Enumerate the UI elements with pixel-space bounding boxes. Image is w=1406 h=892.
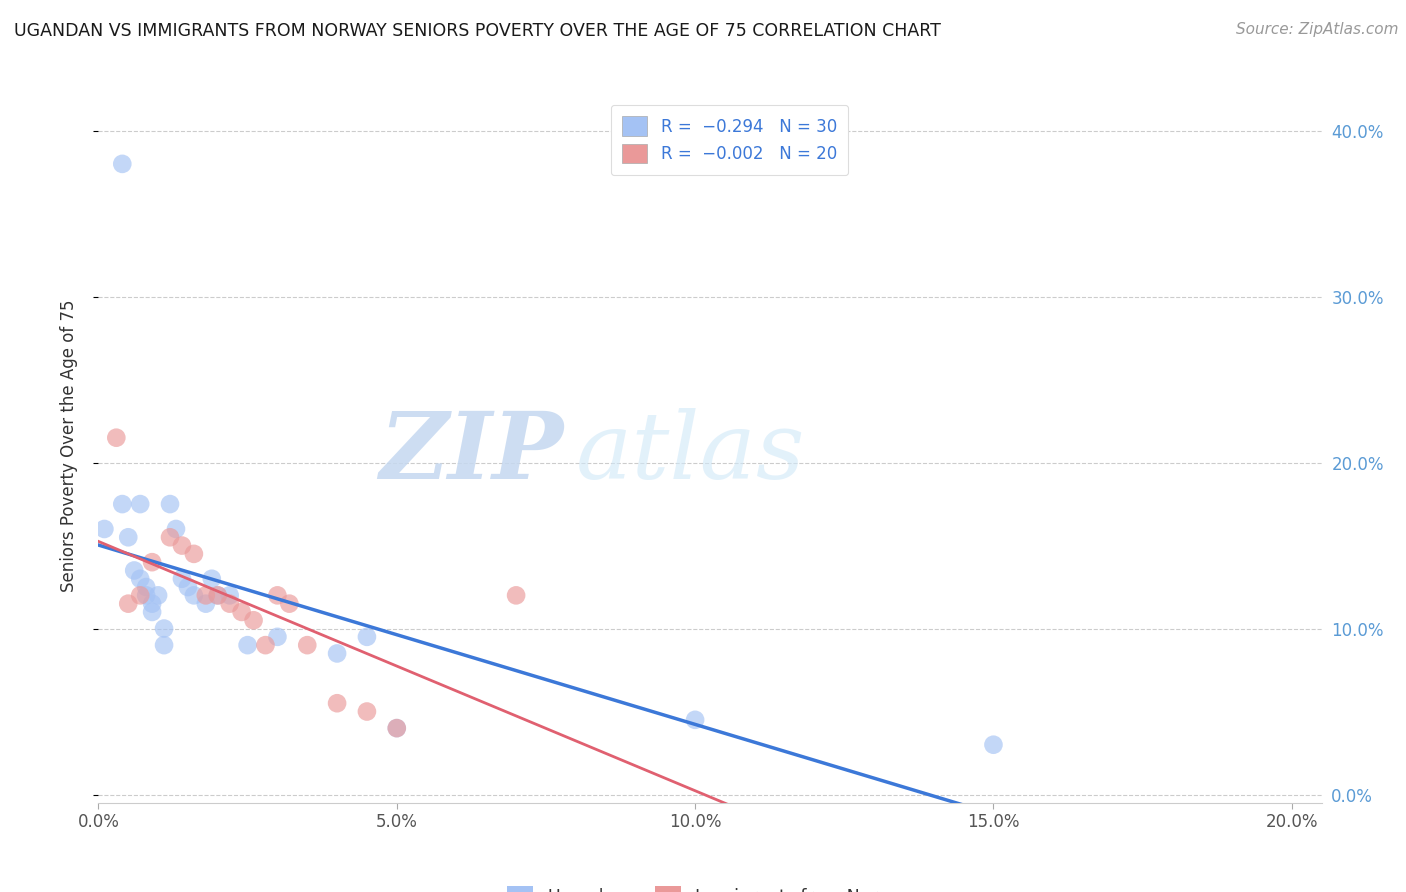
Text: ZIP: ZIP	[380, 409, 564, 498]
Text: atlas: atlas	[575, 409, 806, 498]
Point	[129, 588, 152, 602]
Point	[254, 638, 277, 652]
Point	[207, 588, 229, 602]
Point	[385, 721, 408, 735]
Point	[983, 738, 1005, 752]
Point	[111, 497, 134, 511]
Text: UGANDAN VS IMMIGRANTS FROM NORWAY SENIORS POVERTY OVER THE AGE OF 75 CORRELATION: UGANDAN VS IMMIGRANTS FROM NORWAY SENIOR…	[14, 22, 941, 40]
Point	[356, 630, 378, 644]
Point	[105, 431, 128, 445]
Point	[129, 572, 152, 586]
Point	[141, 555, 163, 569]
Point	[297, 638, 319, 652]
Point	[385, 721, 408, 735]
Point	[159, 497, 181, 511]
Point	[201, 572, 224, 586]
Point	[141, 605, 163, 619]
Point	[194, 588, 217, 602]
Point	[242, 613, 264, 627]
Point	[194, 597, 217, 611]
Point	[326, 647, 349, 661]
Y-axis label: Seniors Poverty Over the Age of 75: Seniors Poverty Over the Age of 75	[59, 300, 77, 592]
Point	[356, 705, 378, 719]
Point	[183, 588, 205, 602]
Point	[266, 630, 288, 644]
Point	[117, 597, 139, 611]
Point	[266, 588, 288, 602]
Point	[153, 638, 176, 652]
Point	[683, 713, 706, 727]
Point	[122, 564, 145, 578]
Point	[129, 497, 152, 511]
Point	[505, 588, 527, 602]
Point	[231, 605, 253, 619]
Text: Source: ZipAtlas.com: Source: ZipAtlas.com	[1236, 22, 1399, 37]
Point	[170, 572, 193, 586]
Point	[218, 588, 240, 602]
Point	[165, 522, 187, 536]
Point	[207, 588, 229, 602]
Point	[117, 530, 139, 544]
Point	[170, 539, 193, 553]
Point	[278, 597, 301, 611]
Point	[135, 588, 157, 602]
Point	[153, 622, 176, 636]
Point	[159, 530, 181, 544]
Point	[326, 696, 349, 710]
Point	[236, 638, 259, 652]
Point	[218, 597, 240, 611]
Point	[177, 580, 200, 594]
Point	[183, 547, 205, 561]
Point	[135, 580, 157, 594]
Point	[146, 588, 169, 602]
Legend: Ugandans, Immigrants from Norway: Ugandans, Immigrants from Norway	[501, 880, 920, 892]
Point	[111, 157, 134, 171]
Point	[141, 597, 163, 611]
Point	[93, 522, 115, 536]
